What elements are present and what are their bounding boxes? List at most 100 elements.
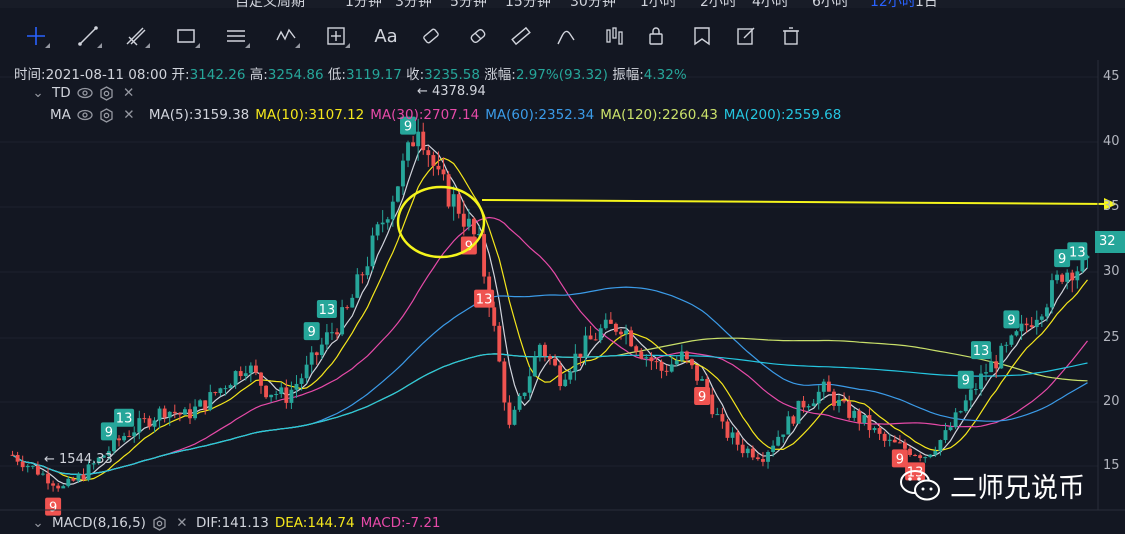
close-icon[interactable]: ✕ (176, 515, 188, 531)
expand-arrow-icon (195, 43, 200, 48)
timeframe-tab[interactable]: 2小时 (700, 0, 737, 8)
candle (355, 268, 360, 299)
candle (887, 433, 892, 447)
candle (624, 324, 628, 345)
candle (613, 322, 618, 336)
candle (629, 326, 634, 348)
candle (913, 453, 918, 457)
timeframe-tab[interactable]: 1小时 (640, 0, 677, 8)
text-icon[interactable]: Aa (374, 25, 398, 47)
timeframe-tab[interactable]: 1分钟 (345, 0, 382, 8)
close-icon[interactable]: ✕ (123, 107, 135, 123)
candle (979, 365, 983, 396)
collapse-chevron-icon[interactable]: ⌄ (32, 85, 44, 101)
candle (674, 356, 679, 367)
candle (512, 406, 517, 426)
expand-arrow-icon (245, 43, 250, 48)
svg-text:9: 9 (1007, 313, 1015, 328)
timeframe-tab[interactable]: 5分钟 (450, 0, 487, 8)
ma-indicator-row: MA ✕ MA(5):3159.38 MA(10):3107.12 MA(30):2… (50, 107, 841, 123)
candle (259, 371, 263, 394)
candle (679, 344, 684, 363)
timeframe-tab[interactable]: 4小时 (752, 0, 789, 8)
candle (867, 408, 872, 438)
timeframe-tab[interactable]: 30分钟 (570, 0, 616, 8)
settings-icon[interactable] (152, 515, 168, 531)
rectangle-icon[interactable] (170, 18, 202, 54)
td-marker: 9 (45, 497, 62, 516)
candle (456, 189, 461, 219)
td-marker: 9 (1054, 249, 1071, 268)
timeframe-tab[interactable]: 自定义周期 (235, 0, 305, 8)
td-marker: 9 (1003, 310, 1020, 329)
candle (294, 375, 299, 398)
ma-values: MA(5):3159.38 MA(10):3107.12 MA(30):2707.1… (143, 107, 841, 123)
fib-icon[interactable] (120, 18, 152, 54)
edit-icon[interactable] (730, 18, 762, 54)
candle (588, 325, 593, 340)
ruler-icon[interactable] (505, 18, 537, 54)
expand-arrow-icon (45, 43, 50, 48)
candle (755, 453, 760, 461)
candle (847, 395, 852, 421)
candle (274, 390, 279, 400)
parallel-lines-icon[interactable] (220, 18, 252, 54)
collapse-chevron-icon[interactable]: ⌄ (32, 515, 44, 531)
candle (228, 383, 233, 389)
candle (776, 430, 781, 447)
candle (20, 455, 25, 472)
candle (86, 461, 91, 482)
timeframe-tab[interactable]: 6小时 (812, 0, 849, 8)
macd-label: MACD(8,16,5) (52, 515, 146, 531)
ma-value: MA(60):2352.34 (485, 107, 595, 123)
candle (527, 367, 532, 401)
close-icon[interactable]: ✕ (123, 85, 135, 101)
bars-pattern-icon[interactable] (598, 18, 630, 54)
settings-icon[interactable] (99, 85, 115, 101)
candle (892, 435, 897, 443)
crosshair-icon[interactable] (20, 18, 52, 54)
eye-icon[interactable] (77, 107, 93, 123)
candle (345, 305, 350, 310)
candle (973, 383, 978, 395)
candle (806, 403, 811, 412)
pen-icon[interactable] (550, 18, 582, 54)
candle (745, 446, 750, 458)
candle (791, 414, 796, 427)
time-value: 2021-08-11 08:00 (45, 67, 168, 83)
timeframe-tab[interactable]: 3分钟 (395, 0, 432, 8)
eraser-icon[interactable] (462, 18, 494, 54)
td-marker: 9 (303, 322, 320, 341)
lock-icon[interactable] (640, 18, 672, 54)
trash-icon[interactable] (775, 18, 807, 54)
timeframe-tab[interactable]: 1日 (915, 0, 938, 8)
candle (365, 256, 370, 280)
trendline-icon[interactable] (72, 18, 104, 54)
candle (882, 431, 887, 447)
expand-arrow-icon (295, 43, 300, 48)
candle (421, 122, 426, 155)
candle (801, 395, 806, 413)
td-marker: 9 (400, 116, 417, 135)
note-icon[interactable] (686, 18, 718, 54)
brush-icon[interactable] (415, 18, 447, 54)
candle (15, 451, 20, 466)
measure-icon[interactable] (320, 18, 352, 54)
wave-icon[interactable] (270, 18, 302, 54)
eye-icon[interactable] (77, 85, 93, 101)
ma-value: MA(200):2559.68 (723, 107, 842, 123)
timeframe-tab[interactable]: 12小时 (870, 0, 916, 8)
candle (264, 385, 268, 399)
candle (248, 362, 253, 383)
candle (690, 358, 694, 370)
candle (188, 403, 192, 425)
candle (81, 468, 86, 482)
expand-arrow-icon (145, 43, 150, 48)
candle (852, 408, 857, 422)
settings-icon[interactable] (99, 107, 115, 123)
timeframe-tab[interactable]: 15分钟 (505, 0, 551, 8)
candle (948, 422, 953, 432)
candle (700, 376, 705, 381)
candle (766, 450, 770, 469)
